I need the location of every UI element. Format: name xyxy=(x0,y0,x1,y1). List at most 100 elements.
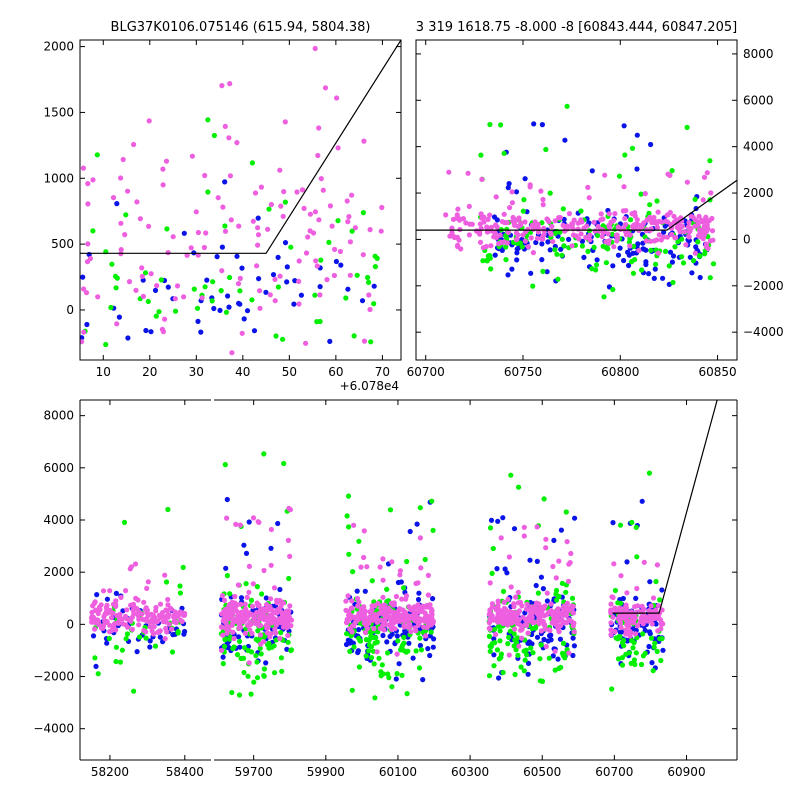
data-point-violet xyxy=(239,330,245,336)
data-point-violet xyxy=(221,597,228,604)
data-point-violet xyxy=(550,238,556,245)
data-point-green xyxy=(254,584,260,590)
data-point-violet xyxy=(374,649,380,655)
data-point-violet xyxy=(366,292,372,298)
panel2-xtick-label: 60850 xyxy=(698,365,736,379)
data-point-violet xyxy=(617,613,624,619)
data-point-blue xyxy=(506,181,512,187)
data-point-green xyxy=(522,657,528,663)
data-point-blue xyxy=(420,677,426,683)
data-point-green xyxy=(530,650,536,656)
data-point-green xyxy=(261,666,267,672)
data-point-violet xyxy=(654,562,661,568)
data-point-green xyxy=(646,210,652,216)
data-point-blue xyxy=(491,214,498,220)
data-point-violet xyxy=(641,220,647,226)
data-point-violet xyxy=(375,601,381,607)
data-point-violet xyxy=(455,242,461,248)
data-point-violet xyxy=(149,628,155,634)
data-point-green xyxy=(90,228,96,234)
data-point-violet xyxy=(492,230,498,236)
data-point-violet xyxy=(591,219,597,225)
data-point-violet xyxy=(641,559,647,565)
data-point-violet xyxy=(163,158,170,164)
data-point-violet xyxy=(664,212,670,218)
data-point-green xyxy=(638,661,645,668)
panel3-ytick-label: 2000 xyxy=(43,565,74,579)
data-point-green xyxy=(515,652,521,659)
data-point-violet xyxy=(316,125,322,131)
data-point-violet xyxy=(627,232,633,238)
data-point-green xyxy=(564,103,570,109)
data-point-violet xyxy=(166,621,172,627)
data-point-violet xyxy=(511,604,517,610)
data-point-violet xyxy=(284,625,290,631)
data-point-violet xyxy=(170,234,176,240)
data-point-violet xyxy=(280,616,286,622)
data-point-green xyxy=(521,197,527,203)
data-point-violet xyxy=(525,226,531,232)
data-point-green xyxy=(226,636,232,642)
data-point-violet xyxy=(568,550,574,557)
data-point-violet xyxy=(487,609,493,615)
data-point-blue xyxy=(646,271,652,277)
data-point-green xyxy=(248,649,255,655)
data-point-violet xyxy=(606,240,612,246)
data-point-blue xyxy=(384,639,390,645)
data-point-violet xyxy=(250,603,256,610)
data-point-violet xyxy=(495,598,501,604)
data-point-violet xyxy=(527,184,533,190)
data-point-violet xyxy=(322,85,329,91)
data-point-violet xyxy=(511,626,518,632)
data-point-blue xyxy=(398,579,404,585)
panel2-xtick-label: 60700 xyxy=(407,365,445,379)
data-point-blue xyxy=(394,633,400,639)
data-point-violet xyxy=(272,626,278,632)
data-point-violet xyxy=(614,232,620,238)
data-point-violet xyxy=(541,613,548,619)
data-point-blue xyxy=(275,254,281,260)
data-point-green xyxy=(623,651,629,657)
data-point-blue xyxy=(362,588,368,594)
data-point-violet xyxy=(704,218,711,224)
panel1-xtick-label: 40 xyxy=(235,365,250,379)
data-point-green xyxy=(505,641,511,647)
data-point-violet xyxy=(296,258,302,264)
data-point-green xyxy=(211,132,217,139)
data-point-blue xyxy=(134,649,140,655)
data-point-violet xyxy=(160,619,166,625)
data-point-violet xyxy=(277,273,283,279)
data-point-violet xyxy=(236,223,242,229)
data-point-blue xyxy=(514,257,520,263)
data-point-green xyxy=(487,648,493,654)
data-point-violet xyxy=(219,611,225,617)
data-point-violet xyxy=(352,614,358,620)
data-point-violet xyxy=(524,618,530,624)
data-point-green xyxy=(113,658,119,665)
data-point-blue xyxy=(238,595,245,601)
data-point-green xyxy=(275,284,281,290)
data-point-blue xyxy=(406,640,412,646)
data-point-violet xyxy=(622,215,628,222)
data-point-green xyxy=(357,638,363,644)
data-point-green xyxy=(259,591,265,597)
data-point-violet xyxy=(361,528,367,534)
data-point-blue xyxy=(282,240,289,246)
data-point-violet xyxy=(255,232,262,238)
data-point-green xyxy=(243,581,249,587)
data-point-green xyxy=(561,243,567,249)
data-point-green xyxy=(679,254,685,260)
data-point-blue xyxy=(270,272,277,278)
data-point-violet xyxy=(424,613,430,619)
data-point-violet xyxy=(343,607,349,613)
data-point-violet xyxy=(250,218,256,224)
data-point-green xyxy=(366,642,372,648)
data-point-violet xyxy=(379,204,385,211)
data-point-violet xyxy=(695,233,702,239)
data-point-blue xyxy=(284,279,290,285)
data-point-green xyxy=(697,253,703,259)
data-point-violet xyxy=(271,609,277,616)
data-point-violet xyxy=(168,606,174,612)
panel1-xtick-label: 10 xyxy=(96,365,111,379)
data-point-violet xyxy=(224,515,230,521)
